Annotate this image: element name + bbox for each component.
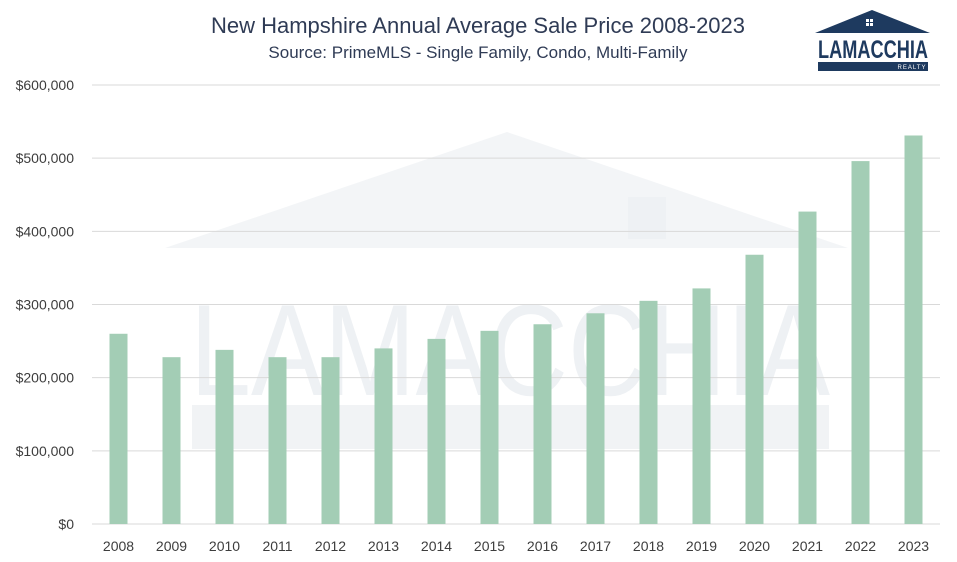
x-tick-label: 2010 [209,538,240,554]
x-tick-label: 2012 [315,538,346,554]
y-tick-label: $400,000 [16,223,75,239]
logo-name: LAMACCHIA [818,36,928,64]
bar-2019 [692,288,711,524]
bar-2008 [109,333,128,524]
bar-2021 [798,211,817,524]
chart-subtitle: Source: PrimeMLS - Single Family, Condo,… [268,43,688,62]
x-tick-label: 2018 [633,538,664,554]
bar-2016 [533,324,552,524]
x-tick-label: 2015 [474,538,505,554]
bar-2009 [162,357,181,524]
y-tick-label: $200,000 [16,370,75,386]
bars [109,135,923,525]
bar-2022 [851,161,870,525]
y-tick-label: $0 [58,516,74,532]
x-tick-label: 2014 [421,538,452,554]
chart-title: New Hampshire Annual Average Sale Price … [211,13,745,38]
bar-2011 [268,357,287,524]
x-tick-label: 2011 [262,538,292,554]
logo-tagline: REALTY [898,65,927,71]
bar-2020 [745,254,764,524]
bar-2017 [586,313,605,524]
y-tick-label: $100,000 [16,443,75,459]
x-tick-label: 2022 [845,538,876,554]
bar-2010 [215,349,234,524]
x-tick-label: 2021 [792,538,823,554]
y-axis-ticks: $0 $100,000 $200,000 $300,000 $400,000 $500,0… [16,77,75,532]
bar-2013 [374,348,393,524]
bar-2012 [321,357,340,524]
x-tick-label: 2016 [527,538,558,554]
y-tick-label: $300,000 [16,297,75,313]
x-tick-label: 2009 [156,538,187,554]
x-tick-label: 2017 [580,538,611,554]
x-tick-label: 2023 [898,538,929,554]
x-tick-label: 2008 [103,538,134,554]
brand-logo: LAMACCHIA REALTY [815,10,930,71]
bar-2018 [639,300,658,524]
bar-2023 [904,135,923,525]
y-tick-label: $500,000 [16,150,75,166]
watermark-logo-word: LAMACCHIA [190,277,830,423]
x-tick-label: 2013 [368,538,399,554]
x-axis-ticks: 2008 2009 2010 2011 2012 2013 2014 2015 2016 2017… [103,538,929,554]
bar-2015 [480,330,499,524]
y-tick-label: $600,000 [16,77,75,93]
bar-2014 [427,338,446,524]
watermark: LAMACCHIA [165,132,848,449]
x-tick-label: 2020 [739,538,770,554]
x-tick-label: 2019 [686,538,717,554]
